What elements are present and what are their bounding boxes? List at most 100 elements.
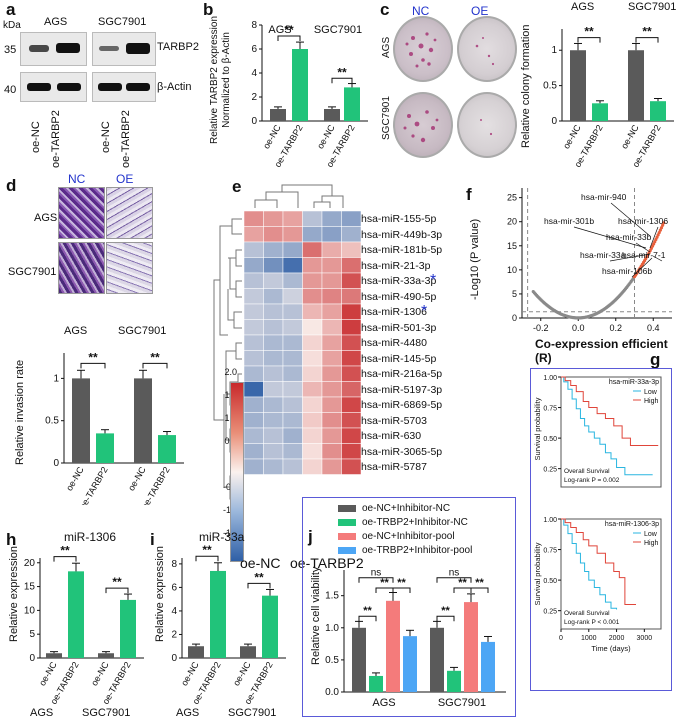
bar	[270, 109, 286, 121]
heatmap-cell	[263, 365, 284, 382]
bar	[292, 49, 308, 121]
mirna-label: hsa-miR-155-5p	[361, 213, 437, 225]
annotation-label: hsa-mir-106b	[602, 266, 652, 276]
heatmap-cell	[321, 381, 342, 398]
heatmap-cell	[341, 288, 362, 305]
heatmap-cell	[263, 241, 284, 258]
heatmap-cell	[302, 334, 323, 351]
x-tick-label: oe-NC	[231, 660, 253, 688]
heatmap-cell	[243, 396, 264, 413]
heatmap-cell	[243, 303, 264, 320]
sig-label: **	[202, 543, 212, 557]
significance-star: *	[421, 303, 428, 320]
heatmap-cell	[282, 396, 303, 413]
heatmap-cell	[263, 458, 284, 475]
heatmap-cell	[302, 226, 323, 243]
lane-label: oe-TARBP2	[50, 110, 62, 168]
x-tick-label: 1000	[581, 635, 597, 642]
chart-f: 25 20 15 10 5 0 -0.2 0.0 0.2 0.4 hsa-mir-940 hsa-mi…	[507, 188, 672, 333]
g-frame	[530, 368, 672, 691]
heatmap-cell	[321, 350, 342, 367]
km-ylabel: Survival probability	[533, 397, 542, 460]
km-note: Log-rank P < 0.001	[564, 619, 620, 626]
kda-label: kDa	[3, 20, 21, 31]
h-title: miR-1306	[64, 530, 117, 544]
heatmap-cell	[302, 241, 323, 258]
heatmap-cell	[243, 350, 264, 367]
heatmap-e	[213, 184, 362, 500]
sig-label: **	[441, 605, 450, 617]
x-tick-label: oe-NC	[89, 660, 111, 688]
d-cell-sgc: SGC7901	[118, 325, 167, 337]
mirna-label: hsa-miR-181b-5p	[361, 244, 443, 256]
y-tick-label: 5	[512, 289, 517, 299]
panel-label-f: f	[466, 185, 472, 204]
annotation-arrow	[609, 253, 651, 262]
annotation-arrow	[635, 242, 651, 253]
y-tick-label: 10	[507, 265, 517, 275]
heatmap-cell	[321, 396, 342, 413]
sig-label: **	[475, 577, 484, 589]
mirna-label: hsa-miR-145-5p	[361, 352, 437, 365]
heatmap-cell	[243, 412, 264, 429]
mirna-label: hsa-miR-5787	[361, 461, 427, 473]
blot-ags-actin	[20, 72, 87, 102]
heatmap-cell	[321, 226, 342, 243]
heatmap-cell	[341, 257, 362, 274]
sig-label: **	[88, 350, 98, 364]
sig-bracket	[436, 615, 455, 622]
x-tick-label: oe-NC	[619, 123, 641, 151]
y-tick-label: 6	[171, 582, 177, 593]
heatmap-cell	[243, 257, 264, 274]
data-point	[662, 221, 666, 225]
bar	[210, 570, 226, 658]
bar	[344, 87, 360, 121]
c-row-ags: AGS	[381, 36, 392, 58]
km-title: hsa-miR-33a-3p	[609, 379, 659, 386]
heatmap-cell	[321, 288, 342, 305]
y-tick-label: 1.00	[543, 375, 557, 382]
x-tick-label: oe-NC	[261, 123, 283, 151]
y-tick-label: 20	[507, 217, 517, 227]
heatmap-cell	[302, 319, 323, 336]
heatmap-cell	[282, 288, 303, 305]
x-tick-label: -0.2	[533, 323, 549, 333]
x-tick-label: 0	[559, 635, 563, 642]
x-tick-label: SGC7901	[438, 697, 486, 709]
heatmap-cell	[341, 365, 362, 382]
legend-item: oe-NC+Inhibitor-NC	[338, 503, 450, 514]
y-tick-label: 0.5	[543, 81, 557, 92]
x-tick-label: oe-NC	[179, 660, 201, 688]
heatmap-cell	[243, 210, 264, 227]
heatmap-cell	[243, 334, 264, 351]
micro-sgc-oe	[106, 242, 153, 294]
blot-sgc-actin	[92, 72, 156, 102]
c-row-sgc: SGC7901	[381, 96, 392, 140]
heatmap-cell	[341, 381, 362, 398]
annotation-label: hsa-mir-33a	[580, 250, 626, 260]
bar	[570, 50, 586, 121]
y-tick-label: 0.75	[543, 406, 557, 413]
bar	[447, 670, 461, 692]
heatmap-cell	[321, 334, 342, 351]
km-curve-low	[561, 376, 653, 476]
dish-ags-nc	[393, 16, 453, 82]
data-point	[658, 228, 662, 232]
sig-label: **	[254, 570, 264, 584]
micro-ags-oe	[106, 187, 153, 239]
bar	[386, 600, 400, 692]
km-curve-high	[561, 518, 636, 606]
km-note: Overall Survival	[564, 468, 610, 475]
bar	[430, 627, 444, 692]
heatmap-cell	[243, 272, 264, 289]
c-cell-sgc: SGC7901	[628, 1, 677, 13]
bar	[188, 646, 204, 658]
sig-bracket	[105, 587, 129, 594]
bar	[134, 378, 152, 463]
panel-label-e: e	[232, 177, 242, 196]
sig-bracket	[142, 362, 168, 369]
annotation-arrow	[652, 255, 663, 262]
bar	[650, 101, 666, 121]
heatmap-cell	[282, 210, 303, 227]
